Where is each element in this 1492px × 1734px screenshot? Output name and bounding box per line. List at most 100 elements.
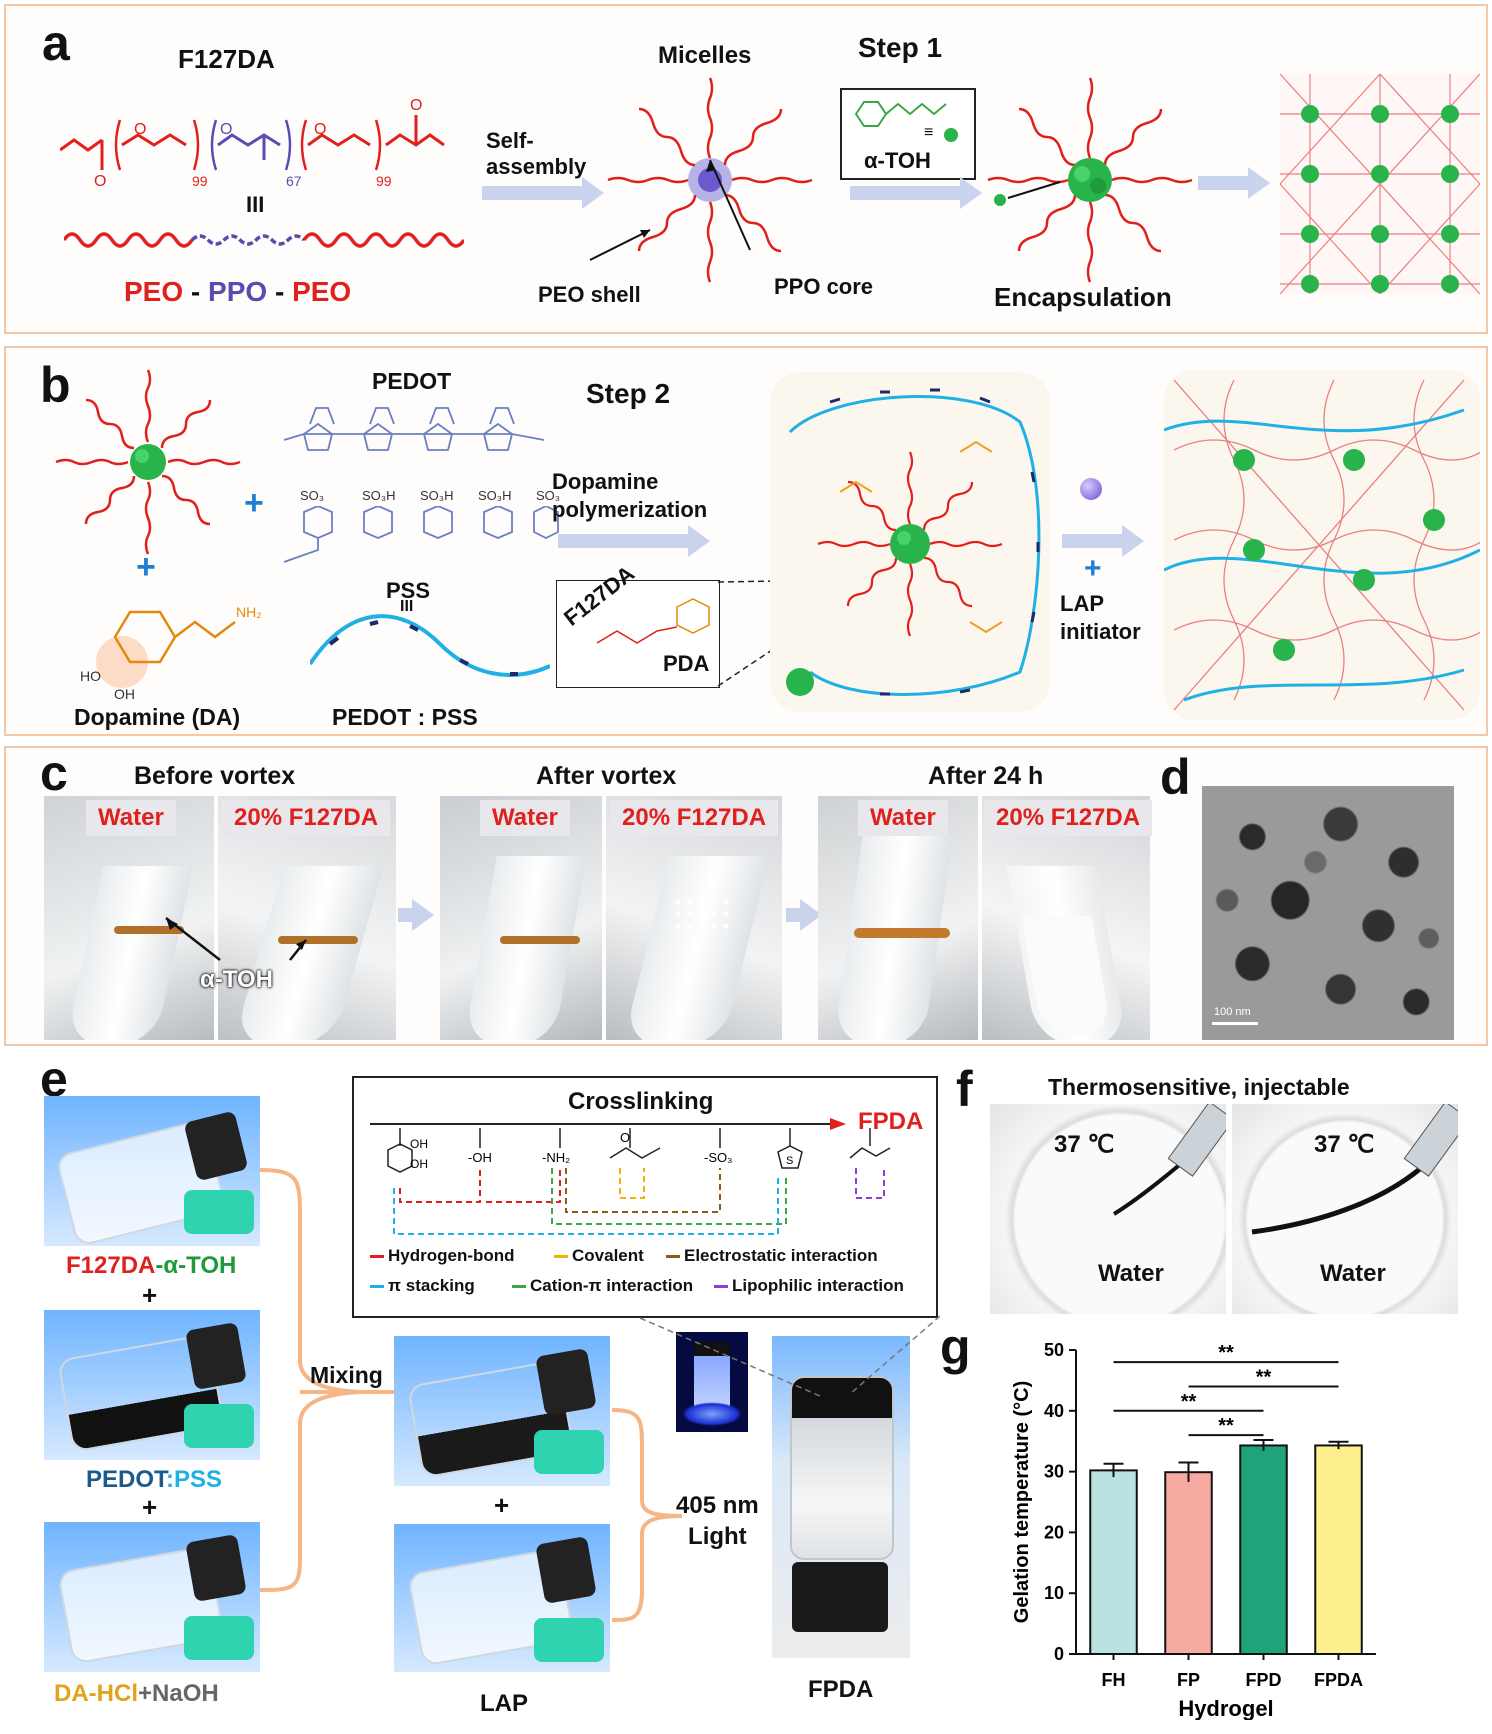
svg-text:99: 99 [376,173,392,189]
peo-right: PEO [292,276,352,307]
group-o: O [620,1130,630,1145]
micelle-diagram [607,77,813,283]
injection-right [1251,1104,1458,1235]
petri-right-medium: Water [1320,1260,1386,1287]
micelle-network-a [1280,74,1480,294]
dopamine-polymerization-label: Dopamine polymerization [552,469,708,522]
photo-24h-water [818,796,978,1040]
vial-cap-5 [535,1535,597,1605]
y-tick-label-5: 50 [1044,1340,1064,1360]
toh-green-dot [944,128,958,142]
toh-arrows [165,917,307,961]
legend-label-0: Hydrogen-bond [388,1246,515,1265]
arrow-a1-head [582,177,604,209]
vial-lid-3 [184,1616,254,1660]
crosslinking-title: Crosslinking [568,1088,714,1115]
micelle-pointers [589,159,751,261]
peo-left: PEO [124,276,184,307]
panel-c-label: c [40,745,68,801]
arrow-c2-head [800,899,822,931]
vial-cap-3 [185,1533,247,1603]
group-oh-a: OH [410,1137,428,1151]
stage-1-title: Before vortex [134,762,296,790]
dopamine-structure [96,610,236,688]
y-tick-label-0: 0 [1054,1644,1064,1664]
arrow-b1 [558,534,688,548]
vial-lap [394,1524,610,1672]
vial-lid-1 [184,1190,254,1234]
x-tick-label-fpd: FPD [1246,1670,1282,1690]
arrow-b2-head [1122,525,1144,557]
ppo-label: PPO [208,276,268,307]
equiv-symbol-a: III [246,192,265,217]
toh-photo-label: α-TOH [200,966,273,993]
stage-2-title: After vortex [536,762,677,790]
petri-right: 37 ℃ Water [1232,1104,1458,1314]
legend-item-2: Electrostatic interaction [666,1246,878,1266]
tube-after-water [463,856,587,1040]
plus-e2: + [142,1492,158,1522]
crosslinking-legend: Hydrogen-bond Covalent Electrostatic int… [370,1246,930,1312]
arrow-c2 [786,908,802,922]
micelle-b [55,369,241,555]
svg-text:O: O [314,121,326,138]
tem-scale-label: 100 nm [1214,1006,1251,1018]
group-nh2: -NH₂ [542,1150,570,1165]
pda-inset: F127DA PDA [556,561,720,688]
significance-label-3: ** [1218,1415,1234,1437]
toh-box: ≡ α-TOH [840,88,976,180]
pedot-label: PEDOT [372,368,452,394]
legend-swatch-2 [666,1255,680,1259]
vial-label-3-b: +NaOH [138,1680,219,1707]
legend-swatch-0 [370,1255,384,1259]
group-oh: -OH [468,1150,492,1165]
arrow-c1 [398,908,414,922]
vial-label-2-b: :PSS [166,1466,223,1493]
y-tick-label-4: 40 [1044,1401,1064,1421]
vial-cap-2 [185,1321,247,1391]
svg-text:67: 67 [286,173,302,189]
x-tick-label-fh: FH [1102,1670,1126,1690]
arrow-a3-head [1248,167,1270,199]
petri-right-temp: 37 ℃ [1314,1131,1375,1158]
legend-swatch-4 [512,1285,526,1289]
bar-fpd [1239,1444,1288,1656]
legend-item-5: Lipophilic interaction [714,1276,904,1296]
pss-label: PSS [386,578,431,603]
tag-24h-water: Water [858,800,948,836]
light-photo [676,1332,748,1432]
toh-box-label: α-TOH [864,148,931,173]
group-so3: -SO₃ [704,1150,732,1165]
micelles-label: Micelles [658,42,752,69]
y-axis-label: Gelation temperature (°C) [1011,1381,1033,1623]
photo-after-f127da [606,796,782,1040]
panel-a [4,4,1488,334]
significance-label-0: ** [1218,1342,1234,1364]
panel-f-label: f [956,1061,973,1117]
vial-cap-4 [535,1347,597,1417]
encapsulated-micelle [987,77,1193,283]
y-tick-label-2: 20 [1044,1522,1064,1542]
pedot-structure [284,407,545,451]
legend-item-0: Hydrogen-bond [370,1246,515,1266]
photo-before-water [44,796,214,1040]
crosslinking-axis [370,1118,846,1130]
arrow-c1-head [412,899,434,931]
plus-b1: + [136,548,156,586]
photo-after-water [440,796,602,1040]
dash-1: - [183,276,209,307]
toh-equiv: ≡ [924,124,934,141]
vial-label-1: F127DA-α-TOH [66,1252,236,1280]
injection-left [1112,1104,1226,1216]
equiv-symbol-b: III [400,598,414,615]
plus-b3: + [1084,552,1102,585]
plus-b2: + [244,484,264,522]
petri-left-medium: Water [1098,1260,1164,1287]
photo-before-f127da [218,796,396,1040]
tem-image: 100 nm [1202,786,1454,1040]
fpda-photo [772,1336,910,1658]
crosslinked-network-b [1164,370,1480,720]
tag-before-water: Water [86,800,176,836]
y-tick-label-1: 10 [1044,1583,1064,1603]
dopamine-oh: OH [114,686,135,702]
